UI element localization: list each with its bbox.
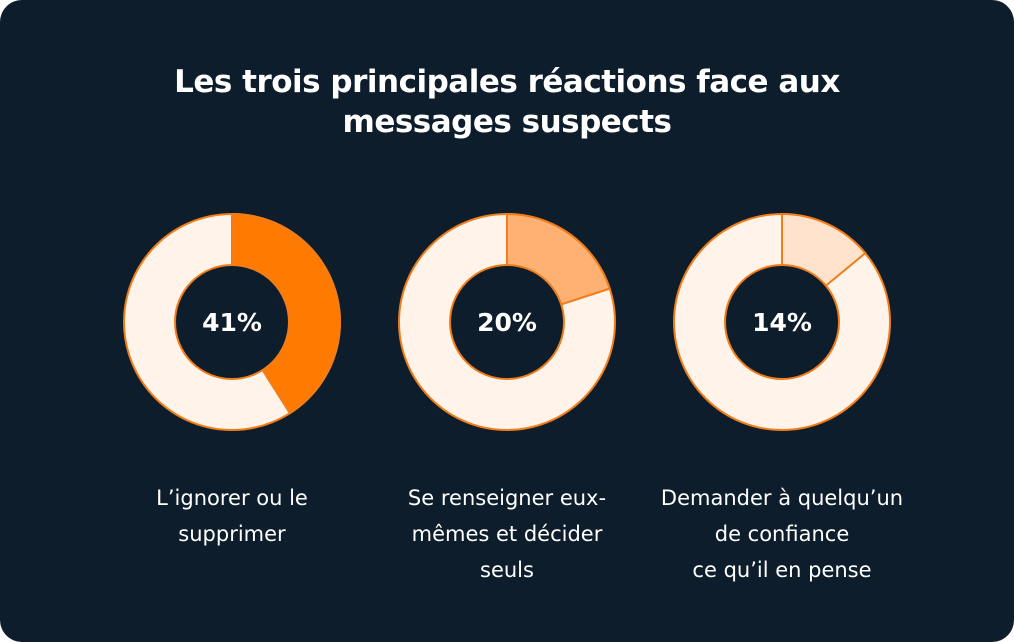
category-label-2: Se renseigner eux- mêmes et décider seul… — [367, 480, 647, 588]
donut-hole-2 — [449, 264, 565, 380]
category-label-3-line-3: ce qu’il en pense — [692, 558, 872, 582]
category-label-3: Demander à quelqu’un de confiance ce qu’… — [642, 480, 922, 588]
donut-svg-1 — [123, 213, 341, 431]
donut-hole-3 — [724, 264, 840, 380]
donut-hole-1 — [174, 264, 290, 380]
category-label-2-line-2: mêmes et décider — [411, 522, 603, 546]
category-label-1-line-1: L’ignorer ou le — [156, 486, 308, 510]
chart-title: Les trois principales réactions face aux… — [0, 62, 1014, 142]
category-label-2-line-3: seuls — [480, 558, 534, 582]
category-label-3-line-2: de confiance — [714, 522, 850, 546]
donut-value-3: 14% — [752, 307, 812, 337]
donut-value-2: 20% — [477, 307, 537, 337]
category-label-2-line-1: Se renseigner eux- — [407, 486, 607, 510]
donut-svg-2 — [398, 213, 616, 431]
donut-chart-3: 14% — [672, 212, 892, 432]
donut-value-1: 41% — [202, 307, 262, 337]
category-label-1: L’ignorer ou le supprimer — [92, 480, 372, 552]
category-label-1-line-2: supprimer — [178, 522, 286, 546]
donut-svg-3 — [673, 213, 891, 431]
donut-chart-1: 41% — [122, 212, 342, 432]
category-label-3-line-1: Demander à quelqu’un — [660, 486, 904, 510]
title-line-1: Les trois principales réactions face aux — [174, 64, 840, 100]
donut-chart-2: 20% — [397, 212, 617, 432]
title-line-2: messages suspects — [342, 104, 672, 140]
